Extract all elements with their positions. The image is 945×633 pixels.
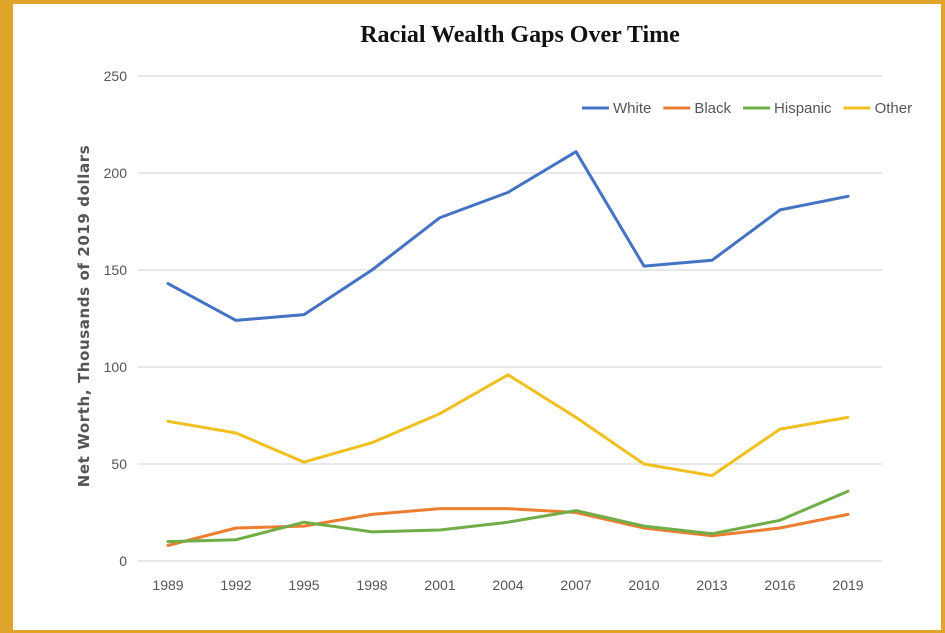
frame-border-top (0, 0, 945, 4)
frame-border-bottom (0, 630, 945, 633)
y-tick-label: 100 (104, 359, 128, 375)
y-tick-label: 150 (104, 262, 128, 278)
x-tick-label: 1998 (356, 577, 387, 593)
chart-title: Racial Wealth Gaps Over Time (360, 22, 680, 48)
x-tick-label: 2016 (764, 577, 795, 593)
y-tick-label: 200 (104, 165, 128, 181)
x-tick-label: 2013 (696, 577, 727, 593)
x-tick-label: 2019 (832, 577, 863, 593)
y-tick-label: 50 (111, 456, 127, 472)
legend-label-black: Black (694, 100, 731, 117)
x-tick-label: 2007 (560, 577, 591, 593)
frame-border-left (0, 0, 13, 633)
x-tick-label: 1992 (220, 577, 251, 593)
series-lines (166, 150, 850, 547)
frame-border-right (941, 0, 945, 633)
series-line-hispanic (166, 489, 850, 544)
x-tick-label: 2004 (492, 577, 523, 593)
y-axis-label: Net Worth, Thousands of 2019 dollars (75, 145, 93, 488)
series-line-other (166, 373, 850, 478)
legend-label-hispanic: Hispanic (774, 100, 832, 117)
x-tick-label: 2001 (424, 577, 455, 593)
y-tick-label: 250 (104, 68, 128, 84)
y-axis-ticks: 0 50 100 150 200 250 (104, 68, 128, 569)
gridlines (138, 75, 882, 562)
legend-label-white: White (613, 100, 651, 117)
legend: White Black Hispanic Other (582, 100, 912, 117)
x-tick-label: 1995 (288, 577, 319, 593)
x-tick-label: 1989 (152, 577, 183, 593)
x-tick-label: 2010 (628, 577, 659, 593)
y-tick-label: 0 (119, 553, 127, 569)
x-axis-ticks: 1989 1992 1995 1998 2001 2004 2007 2010 2013 2016… (152, 577, 863, 593)
legend-label-other: Other (875, 100, 913, 117)
series-line-white (166, 150, 850, 322)
